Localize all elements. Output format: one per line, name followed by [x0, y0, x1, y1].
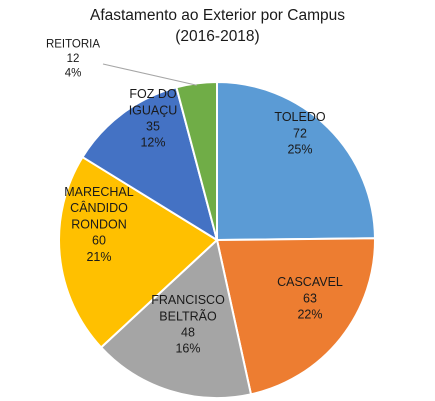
data-label: FRANCISCO BELTRÃO 48 16% [151, 293, 225, 356]
data-label-name: RONDON [71, 217, 127, 231]
data-label: TOLEDO 72 25% [274, 110, 325, 156]
pie-slice-francisco-beltrão [99, 238, 253, 399]
data-label-value: 60 [92, 234, 106, 248]
data-label-name: CASCAVEL [277, 275, 343, 289]
data-label-name: CÂNDIDO [70, 200, 128, 215]
data-label-name: FOZ DO [129, 87, 176, 101]
chart-subtitle-line: (2016-2018) [175, 28, 260, 45]
chart-title-line: Afastamento ao Exterior por Campus [89, 7, 345, 24]
data-label-name: MARECHAL [64, 185, 134, 199]
data-label-value: 35 [146, 120, 160, 134]
reitoria-leader-line [102, 63, 197, 86]
data-label: CASCAVEL 63 22% [277, 275, 343, 321]
data-label-name: FRANCISCO [151, 293, 225, 307]
data-label-name: TOLEDO [274, 110, 325, 124]
data-label-name: IGUAÇU [129, 103, 178, 117]
pie-slice-reitoria [175, 80, 218, 241]
data-label: REITORIA 12 4% [46, 39, 100, 80]
data-label-name: BELTRÃO [159, 309, 217, 323]
data-label-percent: 16% [175, 342, 200, 356]
data-label-value: 12 [67, 53, 80, 65]
data-label-percent: 4% [65, 68, 82, 80]
chart-title: Afastamento ao Exterior por Campus (2016… [0, 5, 435, 47]
data-label-percent: 12% [140, 136, 165, 150]
pie-slice-marechal-cândido-rondon [58, 155, 219, 349]
data-label-percent: 25% [287, 143, 312, 157]
data-label-value: 48 [181, 326, 195, 340]
pie-slice-toledo [216, 80, 377, 242]
pie-slice-foz-do-iguaçu [81, 86, 219, 243]
data-label-percent: 21% [86, 250, 111, 264]
data-label-value: 63 [303, 291, 317, 305]
data-label-percent: 22% [297, 308, 322, 322]
data-label-name: REITORIA [46, 39, 100, 51]
pie-slice-cascavel [215, 237, 376, 396]
data-label: FOZ DO IGUAÇU 35 12% [129, 87, 178, 150]
data-label-value: 72 [293, 126, 307, 140]
